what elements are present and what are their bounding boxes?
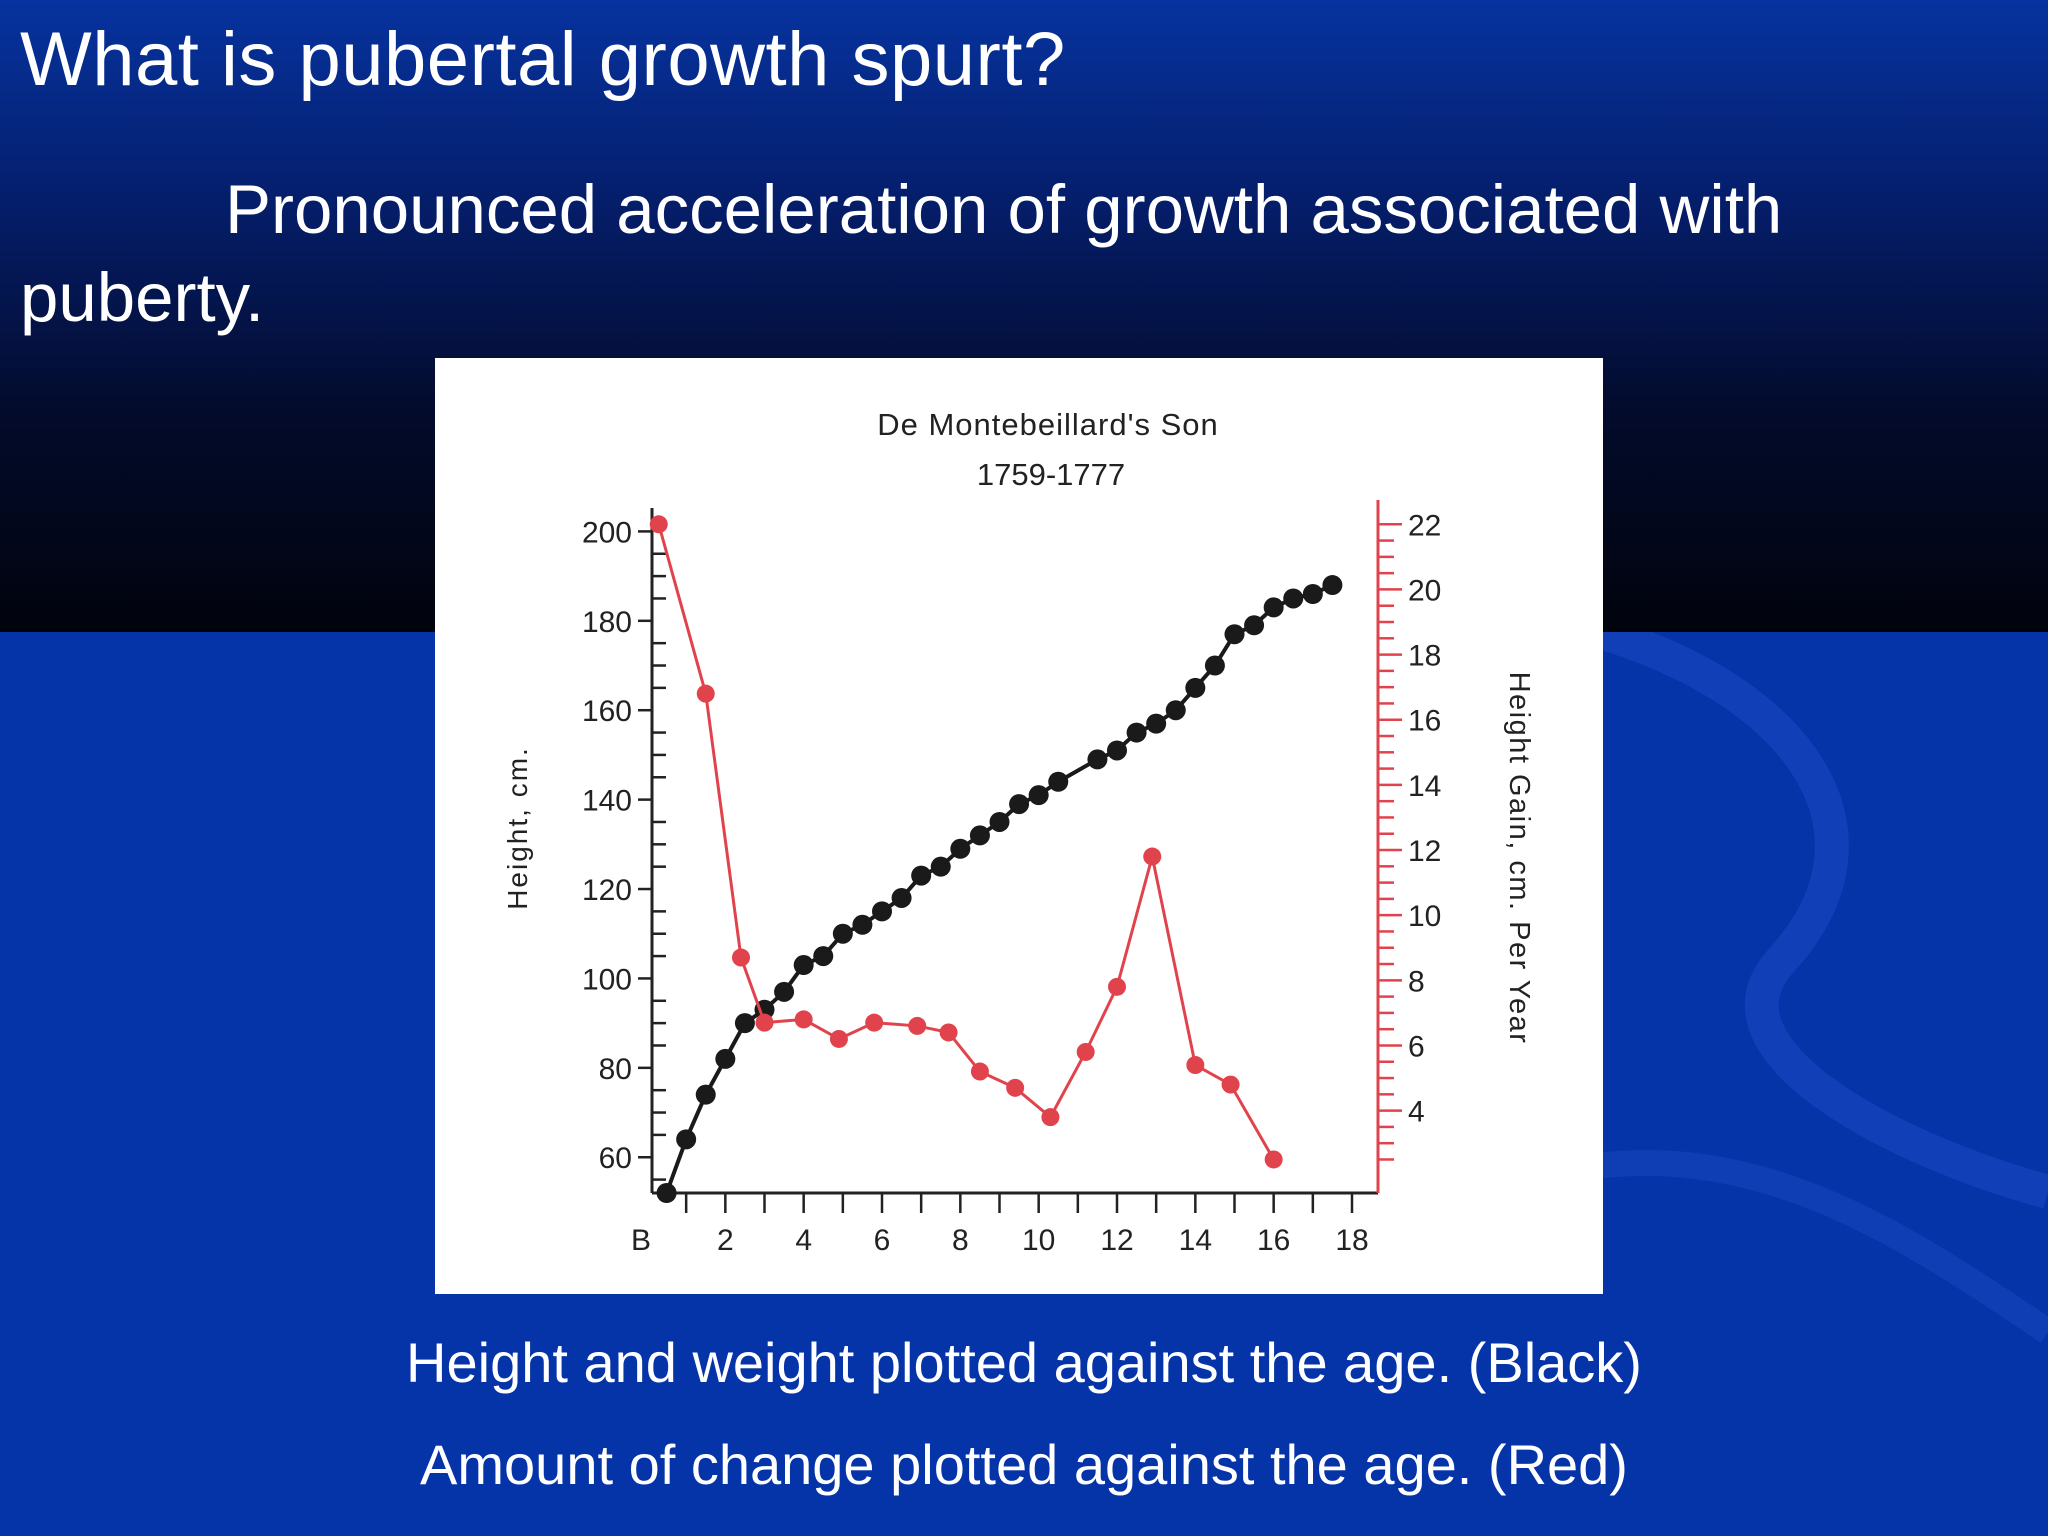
y2-tick-label: 12	[1408, 835, 1441, 868]
height-point	[1302, 583, 1323, 604]
growth-chart: 60 80 100 120 140 160 180 200 4 6 8 10 12 14 16 18 20 22 B…	[502, 407, 1535, 1257]
x-tick-label: 8	[952, 1224, 969, 1257]
x-tick-label: 16	[1257, 1224, 1290, 1257]
height-gain-point	[649, 515, 668, 534]
y-tick-label: 180	[582, 606, 632, 639]
y2-tick-label: 16	[1408, 705, 1441, 738]
height-gain-point	[1186, 1056, 1205, 1075]
height-gain-point	[755, 1013, 774, 1032]
height-point	[950, 838, 971, 859]
caption-red-series: Amount of change plotted against the age…	[420, 1433, 1628, 1496]
x-tick-label: 18	[1335, 1224, 1368, 1257]
height-point	[1146, 713, 1167, 734]
y2-tick-label: 8	[1408, 965, 1425, 998]
chart-panel: 60 80 100 120 140 160 180 200 4 6 8 10 12 14 16 18 20 22 B…	[435, 358, 1603, 1294]
height-gain-point	[970, 1062, 989, 1081]
height-point	[1224, 624, 1245, 645]
height-point	[793, 955, 814, 976]
height-point	[1204, 655, 1225, 676]
height-point	[930, 856, 951, 877]
caption-black-series: Height and weight plotted against the ag…	[406, 1331, 1642, 1394]
y-tick-label: 200	[582, 516, 632, 549]
height-gain-point	[794, 1010, 813, 1029]
height-point	[1244, 615, 1265, 636]
height-gain-point	[865, 1013, 884, 1032]
height-gain-point	[696, 684, 715, 703]
height-point	[1126, 722, 1147, 743]
height-point	[1322, 575, 1343, 596]
height-point	[989, 811, 1010, 832]
y-tick-label: 140	[582, 785, 632, 818]
height-point	[891, 887, 912, 908]
x-tick-label: 2	[717, 1224, 734, 1257]
y-axis-label: Height, cm.	[502, 746, 533, 910]
height-gain-point	[1264, 1150, 1283, 1169]
y-tick-label: 100	[582, 963, 632, 996]
height-point	[1107, 740, 1127, 761]
x-tick-label: 6	[874, 1224, 891, 1257]
height-gain-point	[1006, 1078, 1025, 1097]
height-gain-line	[657, 523, 1275, 1161]
height-gain-point	[1041, 1108, 1060, 1127]
y-tick-label: 120	[582, 874, 632, 907]
height-gain-point	[1221, 1075, 1240, 1094]
y-tick-label: 160	[582, 695, 632, 728]
x-tick-label: 4	[795, 1224, 812, 1257]
height-point	[1263, 597, 1284, 618]
height-gain-point	[939, 1023, 958, 1042]
height-point	[1283, 588, 1304, 609]
height-point	[774, 981, 795, 1002]
y-tick-label: 80	[599, 1053, 632, 1086]
height-point	[1185, 677, 1206, 698]
slide-body-text: Pronounced acceleration of growth associ…	[20, 171, 1783, 336]
height-gain-point	[732, 948, 750, 967]
height-point	[1165, 700, 1186, 721]
height-point	[911, 865, 932, 886]
x-tick-label: 14	[1179, 1224, 1212, 1257]
x-tick-label: B	[631, 1224, 651, 1257]
height-point	[734, 1013, 755, 1034]
height-point	[656, 1183, 677, 1203]
height-point	[695, 1084, 716, 1105]
height-point	[715, 1048, 736, 1069]
x-tick-label: 10	[1022, 1224, 1055, 1257]
height-gain-point	[908, 1016, 927, 1035]
height-point	[872, 901, 892, 922]
y2-tick-label: 22	[1408, 509, 1441, 542]
height-point	[1048, 771, 1069, 792]
height-gain-point	[1108, 977, 1126, 996]
y2-axis-label: Height Gain, cm. Per Year	[1503, 672, 1535, 1045]
slide-title: What is pubertal growth spurt?	[20, 17, 1066, 102]
height-point	[969, 825, 990, 846]
y-tick-label: 60	[599, 1142, 632, 1175]
y2-tick-label: 14	[1408, 770, 1441, 803]
height-point	[1028, 785, 1049, 806]
height-point	[1087, 749, 1108, 770]
y2-tick-label: 4	[1408, 1096, 1425, 1129]
height-gain-point	[829, 1029, 848, 1048]
y2-tick-label: 6	[1408, 1030, 1425, 1063]
y2-tick-label: 10	[1408, 900, 1441, 933]
chart-subtitle: 1759-1777	[977, 457, 1125, 492]
height-point	[1009, 794, 1030, 815]
chart-title: De Montebeillard's Son	[877, 407, 1219, 442]
background-swoosh	[1557, 632, 2048, 1343]
y2-tick-label: 20	[1408, 574, 1441, 607]
height-point	[676, 1129, 697, 1150]
y2-tick-label: 18	[1408, 640, 1441, 673]
height-point	[852, 914, 873, 935]
height-point	[832, 923, 853, 944]
height-gain-point	[1143, 847, 1162, 866]
x-tick-label: 12	[1100, 1224, 1133, 1257]
height-line	[664, 583, 1334, 1194]
height-point	[813, 946, 834, 967]
height-gain-point	[1076, 1042, 1095, 1061]
